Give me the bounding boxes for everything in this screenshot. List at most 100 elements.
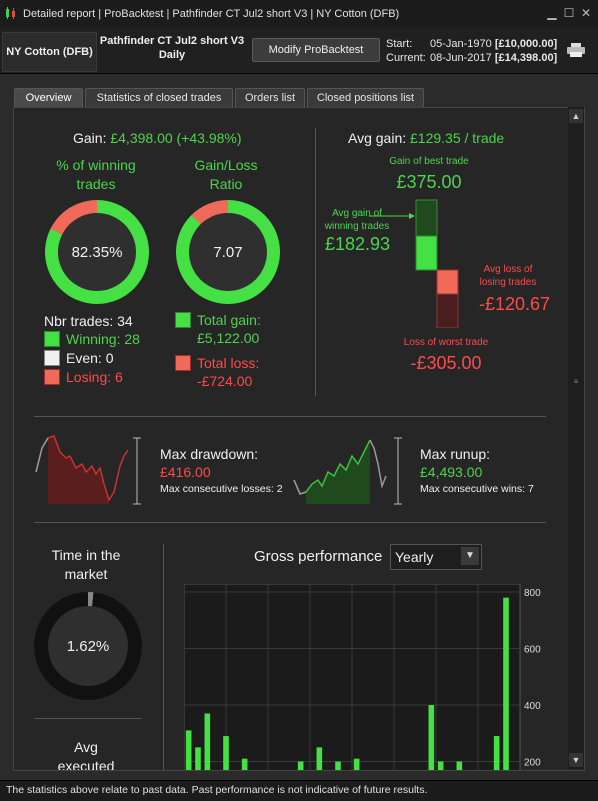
performance-bar: [297, 761, 304, 770]
avg-executed-line2: executed: [57, 758, 115, 771]
current-capital: [£14,398.00]: [494, 52, 558, 64]
tab-bar: Overview Statistics of closed trades Ord…: [0, 86, 598, 108]
scroll-grip-icon[interactable]: ≡: [573, 377, 579, 386]
close-icon[interactable]: ✕: [580, 6, 592, 20]
avg-win-label-line2: winning trades: [324, 221, 390, 232]
runup-post-line: [369, 439, 387, 489]
tab-statistics[interactable]: Statistics of closed trades: [85, 88, 233, 108]
best-trade-bar: [415, 199, 438, 237]
gl-title-line1: Gain/Loss: [194, 157, 258, 173]
drawdown-pre-line: [35, 437, 49, 473]
gl-ratio-value: 7.07: [213, 244, 243, 261]
performance-bar: [316, 747, 323, 770]
y-tick-label: 600: [524, 645, 541, 656]
y-tick-label: 200: [524, 758, 541, 769]
worst-trade-value: -£305.00: [410, 353, 482, 373]
best-trade-label: Gain of best trade: [389, 156, 469, 167]
best-trade-value: £375.00: [396, 172, 462, 192]
total-gain-value: £5,122.00: [197, 330, 260, 346]
y-tick-label: 400: [524, 701, 541, 712]
winning-title-line1: % of winning: [56, 157, 136, 173]
start-value: 05-Jan-1970 [£10,000.00]: [430, 38, 557, 50]
even-legend-swatch: [44, 350, 60, 366]
start-label: Start:: [386, 38, 413, 50]
gross-performance-chart: 800 600 400 200: [184, 584, 541, 770]
performance-bar: [456, 761, 463, 770]
section-divider: [34, 416, 546, 417]
scroll-up-icon[interactable]: ▲: [569, 109, 583, 123]
time-market-line2: market: [64, 566, 108, 582]
gain-loss-bar-graphic: [369, 199, 459, 328]
section-divider: [34, 522, 546, 523]
max-runup-label: Max runup:: [420, 446, 491, 462]
drawdown-sparkline: [35, 435, 141, 505]
window-titlebar: Detailed report | ProBacktest | Pathfind…: [0, 0, 598, 29]
overview-panel: Gain: £4,398.00 (+43.98%) % of winning t…: [13, 107, 585, 771]
runup-pre-line: [293, 479, 307, 495]
nbr-trades: Nbr trades: 34: [44, 313, 133, 329]
avg-win-arrowhead: [409, 213, 415, 219]
performance-bar: [493, 736, 500, 770]
performance-bar: [241, 758, 248, 770]
print-icon[interactable]: [566, 42, 586, 58]
period-select[interactable]: Yearly ▼: [390, 544, 482, 570]
time-market-value: 1.62%: [66, 638, 110, 655]
performance-bar: [195, 747, 201, 770]
performance-bar: [204, 713, 211, 770]
performance-bar: [437, 761, 444, 770]
avg-win-label: Avg gain of winning trades: [317, 207, 397, 233]
status-bar: The statistics above relate to past data…: [0, 780, 598, 801]
runup-area: [306, 440, 370, 504]
avg-loss-label-line2: losing trades: [479, 277, 537, 288]
runup-line: [293, 439, 371, 495]
total-loss-label: Total loss:: [197, 355, 260, 371]
tab-closed-positions[interactable]: Closed positions list: [307, 88, 424, 108]
start-date: 05-Jan-1970: [430, 38, 492, 50]
disclaimer-text: The statistics above relate to past data…: [6, 784, 428, 796]
time-market-line1: Time in the: [51, 547, 121, 563]
gain-loss-ratio-title: Gain/Loss Ratio: [168, 156, 284, 194]
section-divider: [163, 544, 164, 770]
time-in-market-donut: 1.62%: [34, 592, 142, 700]
section-divider: [34, 718, 142, 719]
avg-gain-value: £129.35 / trade: [410, 130, 505, 146]
max-drawdown-value: £416.00: [160, 464, 211, 480]
tab-overview[interactable]: Overview: [14, 88, 83, 108]
scroll-down-icon[interactable]: ▼: [569, 753, 583, 767]
max-drawdown-label: Max drawdown:: [160, 446, 259, 462]
maximize-icon[interactable]: ☐: [563, 6, 575, 20]
system-name-line: Pathfinder CT Jul2 short V3: [99, 35, 245, 47]
donut-center: [58, 213, 136, 291]
max-runup-value: £4,493.00: [420, 464, 483, 480]
avg-win-label-line1: Avg gain of: [332, 208, 382, 219]
instrument-name: NY Cotton (DFB): [2, 32, 97, 72]
timeframe-label: Daily: [158, 49, 186, 61]
minimize-icon[interactable]: ▁: [547, 6, 557, 20]
drawdown-line: [35, 435, 129, 502]
total-loss-swatch: [175, 355, 191, 371]
runup-sparkline: [293, 437, 402, 505]
winning-trades-donut: 82.35%: [45, 200, 149, 304]
time-in-market-title: Time in the market: [34, 546, 138, 584]
vertical-scrollbar[interactable]: ▲ ≡ ▼: [568, 107, 584, 769]
chevron-down-icon[interactable]: ▼: [461, 547, 479, 565]
y-tick-label: 800: [524, 588, 541, 599]
window-title: Detailed report | ProBacktest | Pathfind…: [23, 8, 400, 20]
modify-probacktest-button[interactable]: Modify ProBacktest: [252, 38, 380, 62]
donut-center: [48, 606, 128, 686]
gain-value: £4,398.00 (+43.98%): [110, 130, 242, 146]
gain-summary: Gain: £4,398.00 (+43.98%): [73, 130, 242, 146]
total-loss-value: -£724.00: [197, 373, 253, 389]
donut-center: [189, 213, 267, 291]
tab-orders-list[interactable]: Orders list: [235, 88, 305, 108]
winning-legend-swatch: [44, 331, 60, 347]
period-select-value: Yearly: [395, 549, 434, 565]
losing-count: Losing: 6: [66, 369, 123, 385]
start-capital: [£10,000.00]: [494, 38, 558, 50]
gain-loss-donut: 7.07: [176, 200, 280, 304]
even-count: Even: 0: [66, 350, 114, 366]
total-gain-label: Total gain:: [197, 312, 261, 328]
avg-gain-summary: Avg gain: £129.35 / trade: [348, 130, 504, 146]
current-label: Current:: [386, 52, 426, 64]
max-consec-losses: Max consecutive losses: 2: [160, 483, 283, 495]
